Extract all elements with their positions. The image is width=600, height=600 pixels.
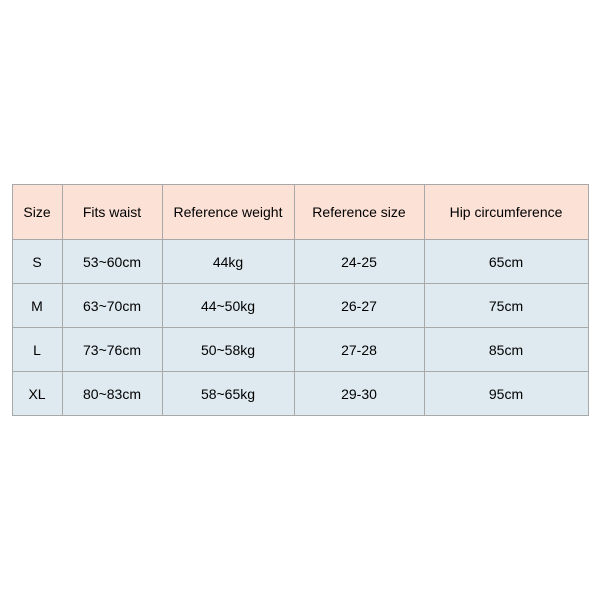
cell-wt: 58~65kg bbox=[162, 372, 294, 416]
cell-hip: 95cm bbox=[424, 372, 588, 416]
cell-rsz: 27-28 bbox=[294, 328, 424, 372]
cell-rsz: 26-27 bbox=[294, 284, 424, 328]
cell-waist: 80~83cm bbox=[62, 372, 162, 416]
cell-size: S bbox=[12, 240, 62, 284]
col-header-size: Size bbox=[12, 185, 62, 240]
cell-rsz: 29-30 bbox=[294, 372, 424, 416]
table-row: L 73~76cm 50~58kg 27-28 85cm bbox=[12, 328, 588, 372]
cell-size: XL bbox=[12, 372, 62, 416]
cell-waist: 73~76cm bbox=[62, 328, 162, 372]
col-header-rsz: Reference size bbox=[294, 185, 424, 240]
cell-hip: 75cm bbox=[424, 284, 588, 328]
table-row: S 53~60cm 44kg 24-25 65cm bbox=[12, 240, 588, 284]
size-chart-table: Size Fits waist Reference weight Referen… bbox=[12, 184, 589, 416]
table-row: M 63~70cm 44~50kg 26-27 75cm bbox=[12, 284, 588, 328]
cell-hip: 85cm bbox=[424, 328, 588, 372]
cell-size: L bbox=[12, 328, 62, 372]
cell-rsz: 24-25 bbox=[294, 240, 424, 284]
table-header-row: Size Fits waist Reference weight Referen… bbox=[12, 185, 588, 240]
col-header-waist: Fits waist bbox=[62, 185, 162, 240]
table-row: XL 80~83cm 58~65kg 29-30 95cm bbox=[12, 372, 588, 416]
cell-wt: 44~50kg bbox=[162, 284, 294, 328]
cell-hip: 65cm bbox=[424, 240, 588, 284]
col-header-wt: Reference weight bbox=[162, 185, 294, 240]
cell-size: M bbox=[12, 284, 62, 328]
cell-wt: 44kg bbox=[162, 240, 294, 284]
col-header-hip: Hip circumference bbox=[424, 185, 588, 240]
page-container: Size Fits waist Reference weight Referen… bbox=[0, 0, 600, 600]
cell-wt: 50~58kg bbox=[162, 328, 294, 372]
cell-waist: 53~60cm bbox=[62, 240, 162, 284]
cell-waist: 63~70cm bbox=[62, 284, 162, 328]
